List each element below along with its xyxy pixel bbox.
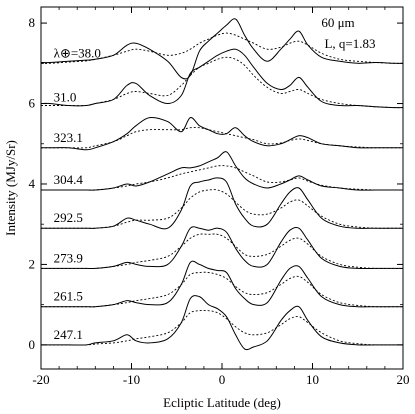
model-curve-6 (41, 271, 403, 308)
observed-curve-3 (40, 151, 403, 191)
curve-label-6: 261.5 (54, 289, 83, 304)
curve-label-4: 292.5 (54, 210, 83, 225)
wavelength-annotation: 60 μm (321, 15, 354, 30)
observed-curve-4 (41, 177, 403, 230)
curves-group (40, 18, 404, 351)
curve-label-3: 304.4 (54, 172, 84, 187)
x-tick-label-3: 10 (306, 372, 319, 387)
x-axis-label: Ecliptic Latitude (deg) (163, 395, 281, 410)
observed-curve-2 (41, 116, 403, 151)
curve-label-0: λ⊕=38.0 (54, 45, 101, 60)
x-tick-label-2: 0 (219, 372, 226, 387)
tick-labels-group: -20 -10 0 10 20 0 2 4 6 8 (29, 15, 410, 387)
y-tick-label-0: 0 (29, 337, 36, 352)
curve-label-1: 31.0 (54, 90, 77, 105)
model-annotation: L, q=1.83 (324, 36, 375, 51)
observed-curve-6 (41, 260, 403, 308)
model-curve-0 (40, 32, 404, 64)
x-tick-label-0: -20 (32, 372, 49, 387)
observed-curve-0 (40, 18, 404, 80)
curve-label-2: 323.1 (54, 130, 83, 145)
y-tick-label-2: 4 (29, 176, 36, 191)
model-curve-1 (40, 56, 404, 109)
ticks-group (40, 7, 404, 369)
observed-curve-5 (41, 226, 403, 270)
observed-curve-1 (40, 48, 404, 109)
observed-curve-7 (41, 295, 403, 351)
x-tick-label-1: -10 (123, 372, 140, 387)
model-curve-7 (41, 309, 403, 346)
curve-label-7: 247.1 (54, 327, 83, 342)
model-curve-5 (41, 233, 403, 270)
curve-labels-group: λ⊕=38.0 31.0 323.1 304.4 292.5 273.9 261.5 247.… (54, 45, 101, 342)
y-tick-label-3: 6 (29, 96, 36, 111)
y-tick-label-1: 2 (29, 256, 36, 271)
y-axis-label: Intensity (MJy/Sr) (3, 140, 18, 236)
model-curve-3 (40, 165, 403, 191)
curve-label-5: 273.9 (54, 250, 83, 265)
y-tick-label-4: 8 (29, 15, 36, 30)
x-tick-label-4: 20 (397, 372, 410, 387)
model-curve-4 (41, 189, 403, 229)
